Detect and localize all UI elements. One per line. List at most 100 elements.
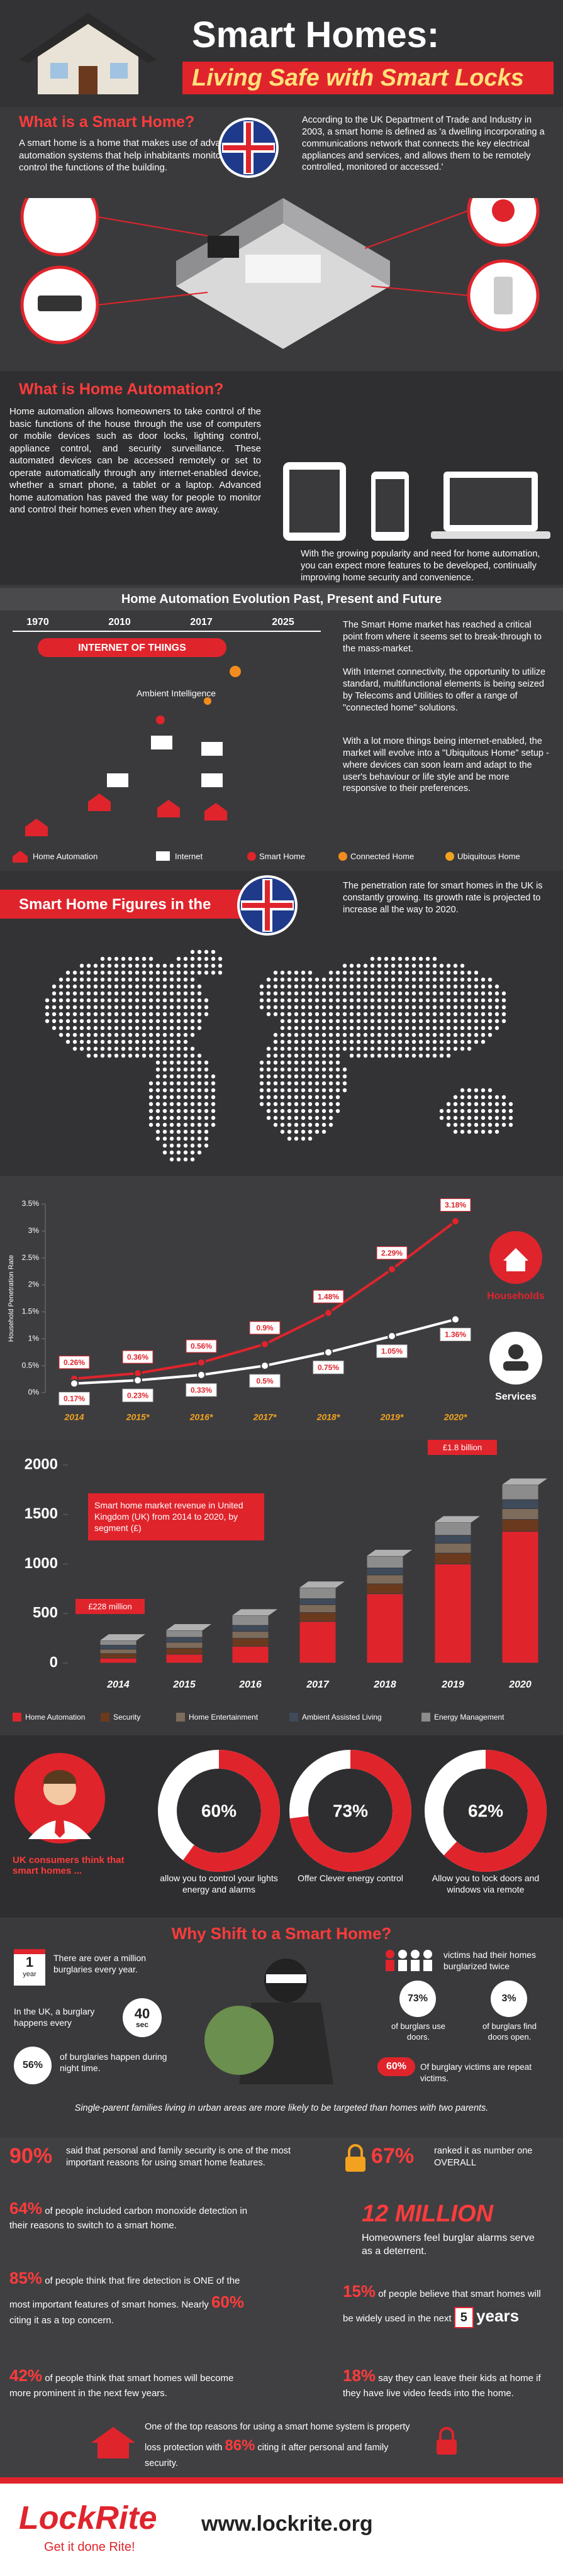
map-dot — [321, 1039, 326, 1044]
map-dot — [162, 1032, 167, 1037]
bar-segment — [501, 1531, 539, 1664]
caption-box: Allow you to lock doors and windows via … — [432, 1873, 539, 1894]
map-dot — [93, 1012, 98, 1017]
map-dot — [508, 1115, 513, 1120]
map-dot — [349, 1053, 354, 1058]
map-dot — [404, 963, 410, 968]
map-dot — [460, 998, 465, 1003]
map-dot — [148, 1012, 153, 1017]
map-dot — [377, 1025, 382, 1031]
map-dot — [418, 1025, 423, 1031]
y-tick-label: 0 — [50, 1654, 58, 1671]
map-dot — [183, 970, 188, 975]
person — [398, 1950, 407, 1959]
map-dot — [114, 991, 119, 996]
map-dot — [328, 1115, 333, 1120]
map-dot — [349, 991, 354, 996]
map-dot — [398, 1046, 403, 1051]
map-dot — [169, 1060, 174, 1065]
lock-icon — [437, 2427, 457, 2455]
map-dot — [183, 1136, 188, 1141]
map-dot — [439, 963, 444, 968]
map-dot — [190, 1108, 195, 1114]
map-dot — [404, 956, 410, 961]
map-dot — [162, 1081, 167, 1086]
map-dot — [287, 1129, 292, 1134]
map-dot — [266, 1067, 271, 1072]
map-dot — [266, 977, 271, 982]
value-label: 1.48% — [318, 1292, 339, 1301]
person — [411, 1960, 420, 1971]
map-dot — [321, 1095, 326, 1100]
map-dot — [363, 963, 368, 968]
map-dot — [301, 998, 306, 1003]
map-dot — [280, 1074, 285, 1079]
map-dot — [197, 1025, 202, 1031]
map-dot — [404, 984, 410, 989]
map-dot — [321, 1115, 326, 1120]
stat-value: 12 MILLION — [362, 2201, 494, 2227]
lock-body — [437, 2440, 457, 2455]
map-dot — [425, 963, 430, 968]
person-icon — [14, 1753, 105, 1844]
map-dot — [439, 1005, 444, 1010]
map-dot — [432, 1039, 437, 1044]
stat-text: One of the top reasons for using a smart… — [145, 2422, 410, 2453]
map-dot — [155, 984, 160, 989]
map-dot — [335, 1060, 340, 1065]
map-dot — [335, 998, 340, 1003]
map-dot — [100, 991, 105, 996]
map-dot — [328, 1102, 333, 1107]
person — [423, 1960, 432, 1971]
legend-label: Security — [113, 1713, 140, 1722]
map-dot — [121, 984, 126, 989]
bar-segment — [434, 1522, 472, 1536]
map-dot — [488, 1019, 493, 1024]
tie — [55, 1811, 65, 1838]
map-dot — [162, 1039, 167, 1044]
device — [38, 296, 82, 311]
map-dot — [266, 984, 271, 989]
year: 2010 — [108, 617, 131, 627]
stat-value: 60% — [211, 2292, 244, 2311]
map-dot — [148, 1039, 153, 1044]
map-dot — [315, 991, 320, 996]
map-dot — [453, 977, 458, 982]
map-dot — [460, 1088, 465, 1093]
map-dot — [446, 1012, 451, 1017]
map-dot — [72, 977, 77, 982]
house — [91, 2427, 135, 2458]
map-dot — [169, 1032, 174, 1037]
map-dot — [155, 991, 160, 996]
map-dot — [370, 984, 375, 989]
map-dot — [183, 1102, 188, 1107]
stat-value: 42% — [9, 2366, 43, 2385]
map-dot — [294, 1136, 299, 1141]
map-dot — [287, 1012, 292, 1017]
map-dot — [308, 1025, 313, 1031]
map-dot — [432, 977, 437, 982]
map-dot — [287, 970, 292, 975]
map-dot — [142, 1053, 147, 1058]
map-dot — [280, 1032, 285, 1037]
map-dot — [155, 963, 160, 968]
map-dot — [273, 1060, 278, 1065]
map-dot — [315, 1122, 320, 1127]
map-dot — [308, 1129, 313, 1134]
map-dot — [308, 991, 313, 996]
stat: 64% of people included carbon monoxide d… — [9, 2197, 255, 2232]
map-dot — [65, 984, 70, 989]
map-dot — [301, 1005, 306, 1010]
map-dot — [391, 977, 396, 982]
map-dot — [190, 1095, 195, 1100]
bar-segment — [501, 1519, 539, 1532]
map-dot — [142, 970, 147, 975]
map-dot — [79, 1025, 84, 1031]
map-dot — [315, 1115, 320, 1120]
ubiquitous-dot — [230, 666, 241, 677]
map-dot — [432, 963, 437, 968]
stat-value: 85% — [9, 2269, 43, 2287]
map-dot — [86, 1025, 91, 1031]
map-dot — [86, 1005, 91, 1010]
map-dot — [190, 949, 195, 954]
